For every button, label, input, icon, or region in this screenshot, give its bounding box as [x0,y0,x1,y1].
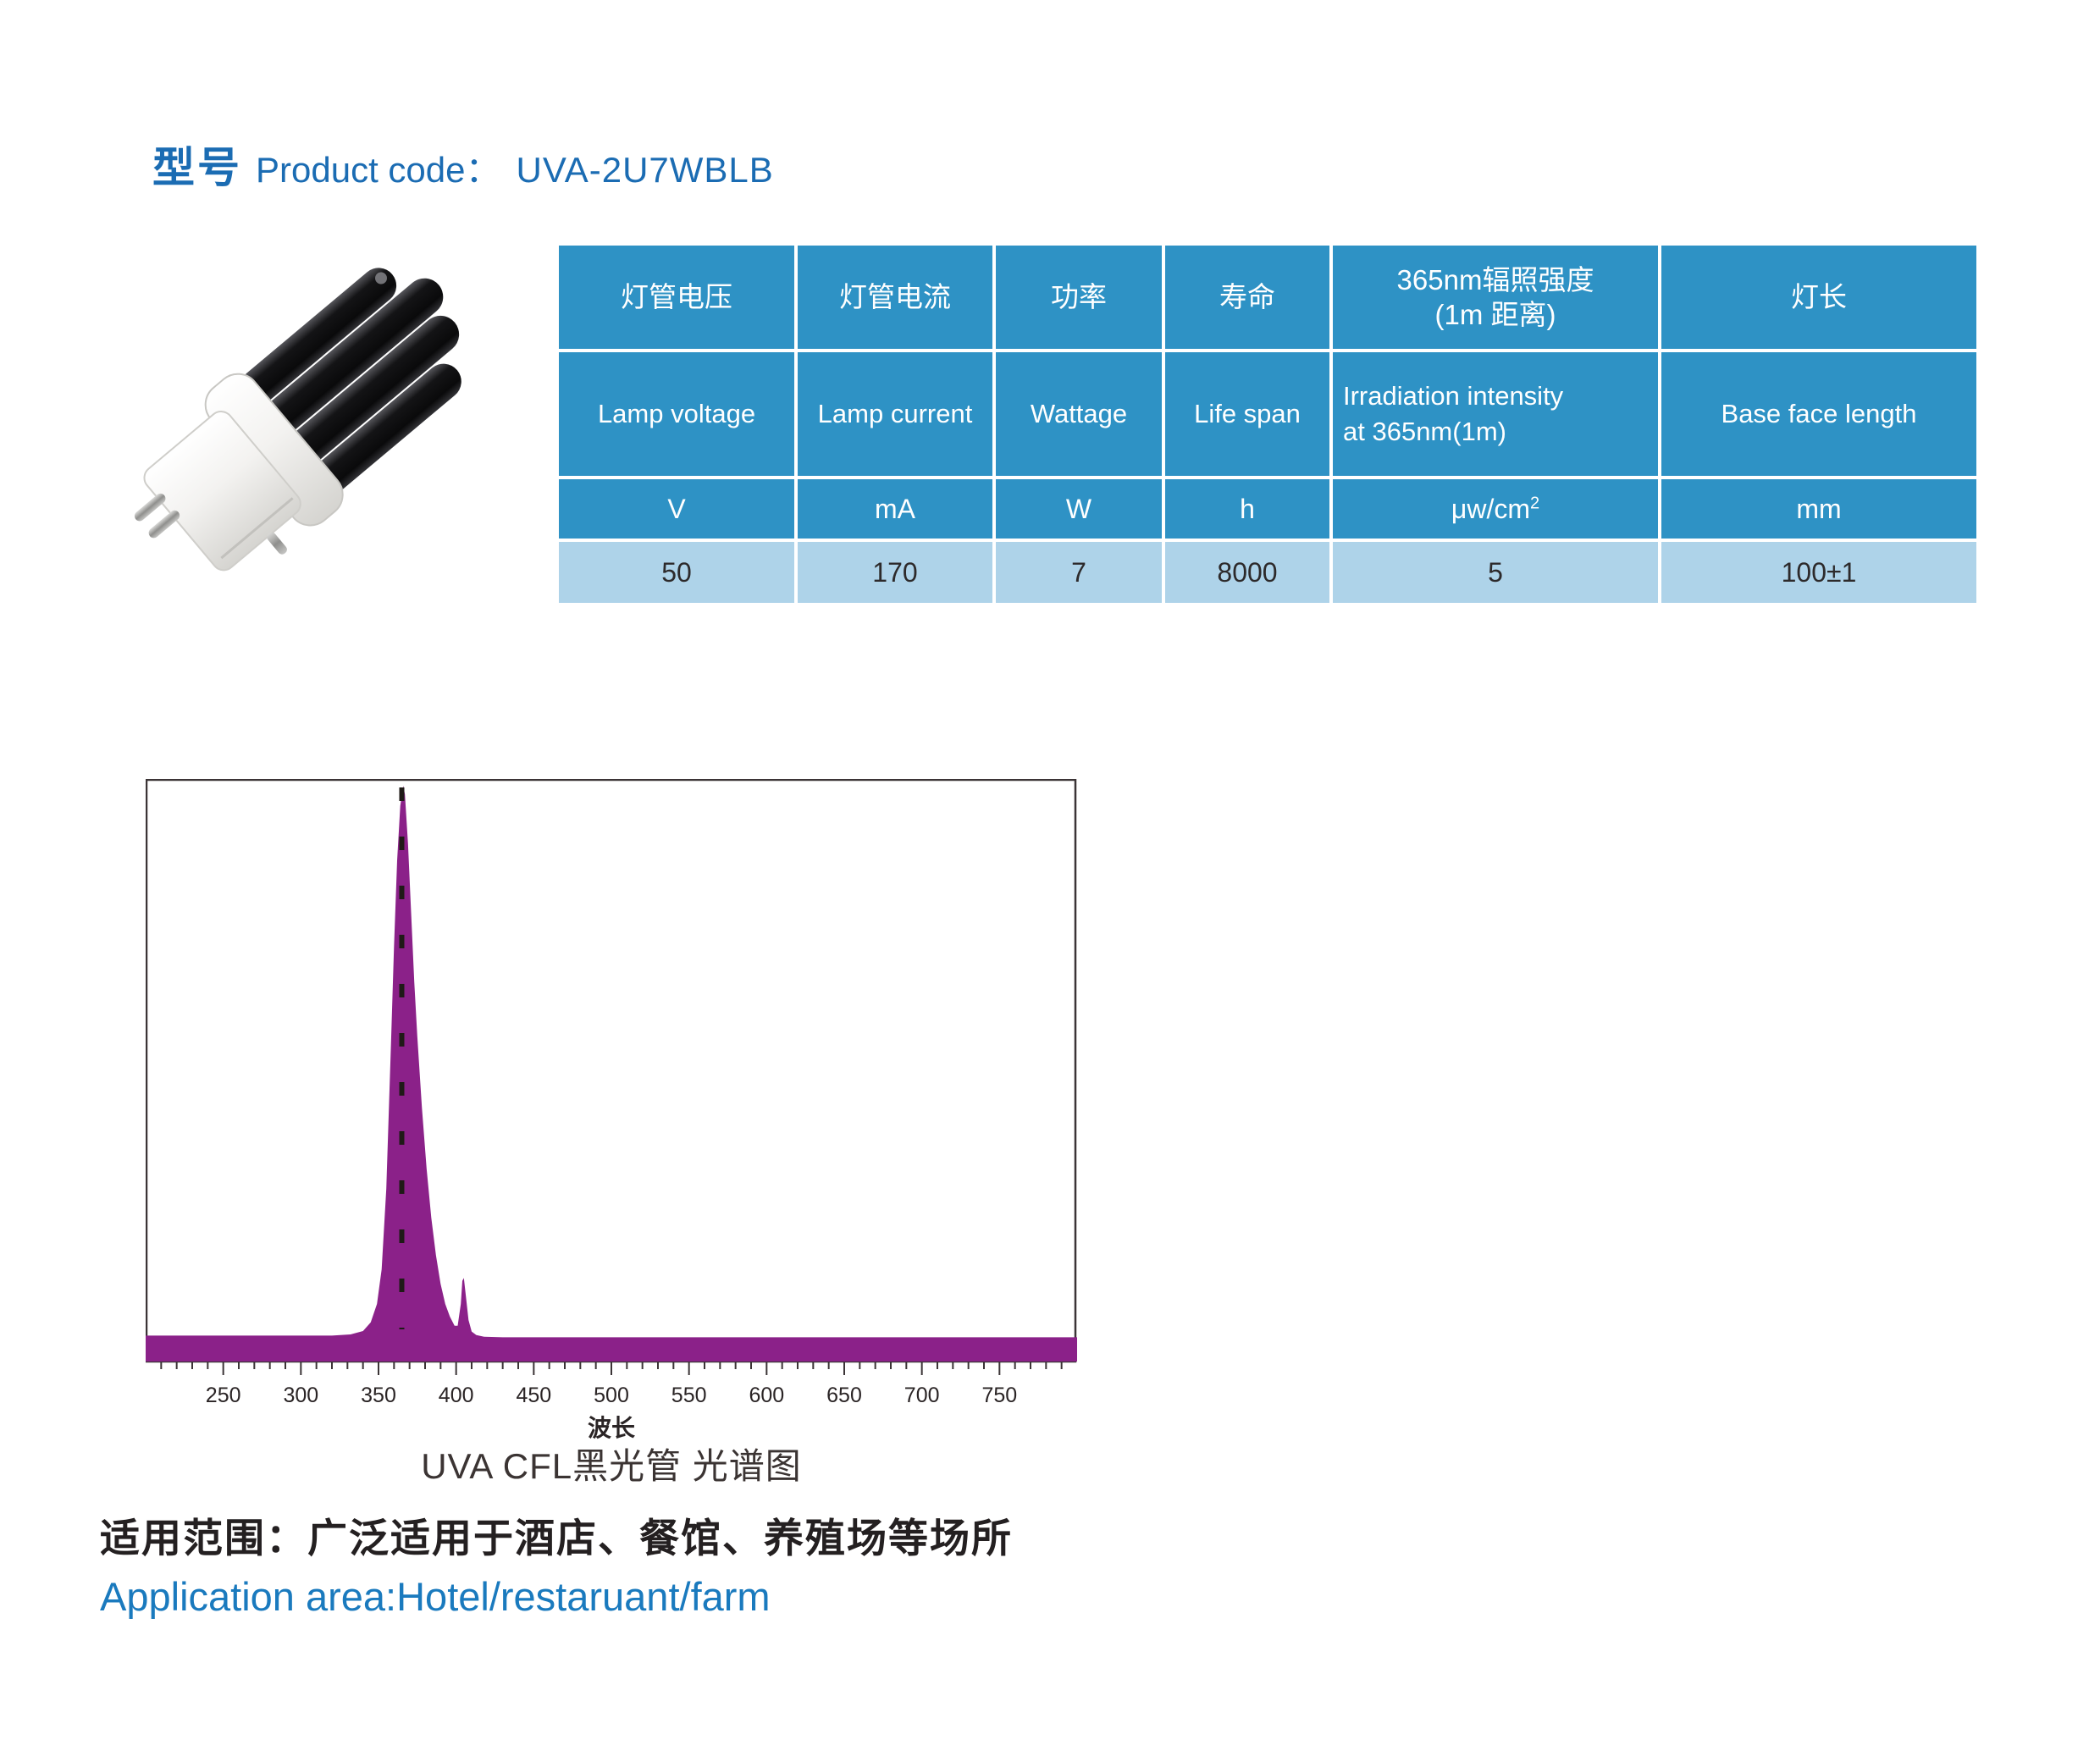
unit-wattage: W [992,476,1165,542]
unit-length: mm [1658,476,1980,542]
svg-text:350: 350 [361,1384,396,1407]
value-wattage: 7 [992,539,1165,606]
lamp-pin [267,532,287,555]
lamp-pin [134,493,166,522]
lamp-tube [314,363,461,494]
application-area-cn: 适用范围：广泛适用于酒店、餐馆、养殖场等场所 [100,1516,1013,1560]
x-axis-ticks [160,1362,1063,1375]
value-irradiation: 5 [1329,539,1661,606]
th-lamp-current-cn: 灯管电流 [794,242,996,352]
svg-text:550: 550 [671,1384,707,1407]
th-length-cn: 灯长 [1658,242,1980,352]
product-code-label: Product code： [256,150,501,190]
model-label-cn: 型号 [152,144,242,191]
lamp-tube [240,268,397,405]
base-bevel [220,497,294,560]
lamp-base [143,411,301,572]
value-voltage: 50 [555,539,798,606]
lamp-tube [264,278,444,434]
spec-table: 灯管电压 灯管电流 功率 寿命 365nm辐照强度 (1m 距离) 灯长 Lam… [555,242,1980,606]
x-axis-label: 波长 [588,1415,635,1441]
svg-text:500: 500 [594,1384,629,1407]
lamp-tube [289,315,460,465]
chart-caption: UVA CFL黑光管 光谱图 [421,1446,802,1486]
svg-text:400: 400 [439,1384,474,1407]
value-row: 50 170 7 8000 5 100±1 [555,539,1980,606]
unit-irradiation-sup: 2 [1529,493,1540,512]
th-irradiation-en-line1: Irradiation intensity [1343,381,1564,412]
unit-voltage: V [555,476,798,542]
svg-text:600: 600 [749,1384,784,1407]
svg-text:750: 750 [981,1384,1017,1407]
svg-text:450: 450 [516,1384,551,1407]
svg-text:700: 700 [904,1384,940,1407]
unit-irradiation: μw/cm2 [1329,476,1661,542]
spec-table-wrap: 灯管电压 灯管电流 功率 寿命 365nm辐照强度 (1m 距离) 灯长 Lam… [555,242,1980,606]
th-irradiation-en-line2: at 365nm(1m) [1343,417,1506,446]
th-lifespan-cn: 寿命 [1162,242,1333,352]
page-title: 型号 Product code： UVA-2U7WBLB [152,134,774,195]
application-area-en: Application area:Hotel/restaruant/farm [100,1574,771,1619]
uv-lamp-illustration [134,268,461,572]
header-row-cn: 灯管电压 灯管电流 功率 寿命 365nm辐照强度 (1m 距离) 灯长 [555,242,1980,352]
plot-border [146,779,1077,1363]
th-wattage-cn: 功率 [992,242,1165,352]
th-lamp-voltage-cn: 灯管电压 [555,242,798,352]
lamp-product-image [117,210,518,616]
spectrum-chart: 250 300 350 400 450 500 550 600 650 700 750 波长 [146,779,1077,1450]
th-irradiation-en: Irradiation intensity at 365nm(1m) [1329,349,1661,479]
th-lamp-current-en: Lamp current [794,349,996,479]
svg-text:300: 300 [283,1384,318,1407]
svg-text:650: 650 [826,1384,862,1407]
unit-row: V mA W h μw/cm2 mm [555,476,1980,542]
tube-highlight [375,272,388,284]
x-axis-tick-labels: 250 300 350 400 450 500 550 600 650 700 750 [206,1384,1017,1407]
th-wattage-en: Wattage [992,349,1165,479]
value-current: 170 [794,539,996,606]
value-length: 100±1 [1658,539,1980,606]
th-lifespan-en: Life span [1162,349,1333,479]
lamp-pin [148,510,180,539]
header-row-en: Lamp voltage Lamp current Wattage Life s… [555,349,1980,479]
unit-lifespan: h [1162,476,1333,542]
th-irradiation-cn-line1: 365nm辐照强度 [1396,263,1594,296]
th-length-en: Base face length [1658,349,1980,479]
th-lamp-voltage-en: Lamp voltage [555,349,798,479]
th-irradiation-cn: 365nm辐照强度 (1m 距离) [1329,242,1661,352]
value-lifespan: 8000 [1162,539,1333,606]
svg-text:250: 250 [206,1384,241,1407]
th-irradiation-cn-line2: (1m 距离) [1434,299,1556,330]
product-code-value: UVA-2U7WBLB [516,150,774,190]
unit-current: mA [794,476,996,542]
unit-irradiation-base: μw/cm [1451,493,1530,524]
spectrum-plot: 250 300 350 400 450 500 550 600 650 700 750 波长 [146,779,1077,1441]
